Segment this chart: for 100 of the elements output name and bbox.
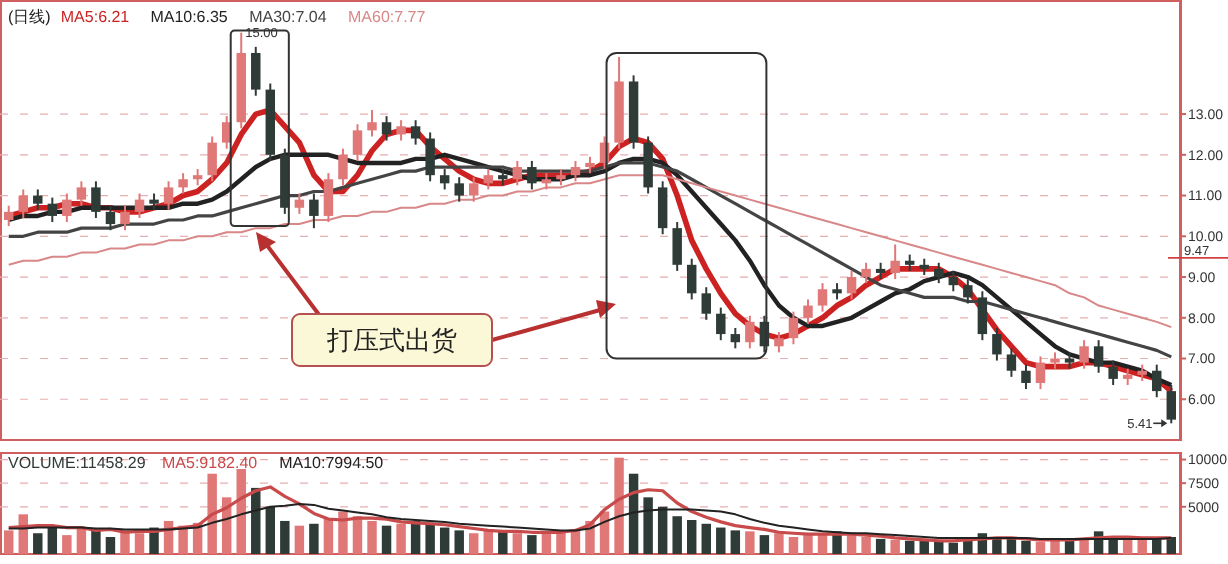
candlestick [47, 196, 58, 224]
bar [338, 511, 348, 554]
candlestick [4, 204, 14, 228]
bar [1050, 539, 1060, 554]
bar [875, 538, 886, 554]
bar [788, 537, 799, 554]
candlestick [992, 326, 1002, 362]
candlestick [338, 147, 348, 187]
text: MA10:7994.50 [279, 453, 385, 472]
bar [1035, 541, 1046, 554]
candlestick [439, 168, 450, 191]
bar [934, 541, 944, 554]
candlestick [1079, 339, 1089, 370]
bar [890, 539, 900, 554]
bar [759, 535, 770, 554]
bar [716, 527, 726, 554]
candlestick [352, 123, 363, 162]
candlestick [483, 168, 493, 191]
candlestick [33, 188, 43, 211]
candlestick [381, 115, 392, 142]
bar [745, 531, 755, 554]
text: VOLUME:11458.29 [8, 453, 147, 472]
candlestick [163, 180, 174, 211]
bar [105, 537, 116, 554]
candlestick [410, 119, 421, 146]
candlestick [62, 192, 72, 224]
bar [861, 537, 871, 554]
candlestick [570, 159, 581, 183]
bar [730, 530, 741, 554]
candlestick [207, 135, 217, 183]
candlestick [643, 135, 653, 195]
candlestick [846, 269, 857, 301]
candlestick [367, 109, 377, 138]
bar [904, 540, 915, 554]
candlestick [1021, 363, 1031, 391]
bar [1021, 540, 1031, 554]
bar [294, 525, 305, 554]
candlestick [1093, 339, 1104, 374]
candlestick [134, 192, 145, 219]
bar [280, 520, 290, 554]
candlestick [963, 278, 973, 305]
text: MA60:7.77 [348, 7, 427, 26]
candlestick [657, 180, 668, 236]
candlestick [716, 306, 726, 342]
candlestick [861, 261, 871, 285]
text: MA10:6.35 [150, 7, 229, 26]
candlestick [890, 243, 900, 281]
bar [425, 522, 435, 554]
candlestick [977, 290, 988, 342]
candlestick [701, 286, 711, 321]
candlestick [178, 172, 188, 195]
candlestick [18, 188, 28, 219]
bar [134, 533, 145, 554]
bar [963, 539, 973, 554]
candlestick [1152, 363, 1162, 399]
bar [1079, 539, 1089, 554]
bar [672, 516, 682, 554]
bar [4, 530, 14, 554]
bar [33, 533, 43, 554]
candlestick [512, 159, 523, 187]
bar [469, 533, 479, 554]
bar [846, 535, 857, 554]
bar [454, 530, 464, 554]
candlestick [425, 131, 435, 183]
bar [512, 533, 523, 554]
candlestick [454, 176, 464, 203]
candlestick [687, 257, 697, 301]
candlestick [817, 282, 828, 313]
candlestick [948, 269, 959, 293]
text: MA5:6.21 [60, 7, 131, 26]
bar [687, 520, 697, 554]
bar [701, 523, 711, 554]
bar [1137, 539, 1147, 554]
bar [439, 527, 450, 554]
annotation: 打压式出货 [325, 327, 457, 358]
candlestick [309, 192, 319, 230]
bar [614, 457, 624, 554]
bar [527, 535, 537, 554]
candlestick [745, 314, 755, 350]
candlestick [120, 204, 130, 232]
text: (日线) [8, 7, 52, 26]
candlestick [774, 331, 784, 354]
candlestick [76, 180, 87, 207]
bar [643, 497, 653, 554]
candlestick [91, 180, 101, 219]
candlestick [1108, 359, 1118, 386]
bar [803, 535, 813, 554]
candlestick [294, 192, 305, 215]
series-label: MA5:9182.40 [162, 453, 259, 472]
bar [657, 506, 668, 554]
candlestick [803, 298, 813, 325]
line-series [7, 502, 1173, 540]
candlestick [1006, 347, 1017, 378]
bar [265, 506, 276, 554]
bar [367, 520, 377, 554]
candlestick [934, 261, 944, 285]
bar [774, 533, 784, 554]
candlestick [105, 204, 116, 232]
candlestick [788, 310, 799, 346]
bar [498, 531, 508, 554]
